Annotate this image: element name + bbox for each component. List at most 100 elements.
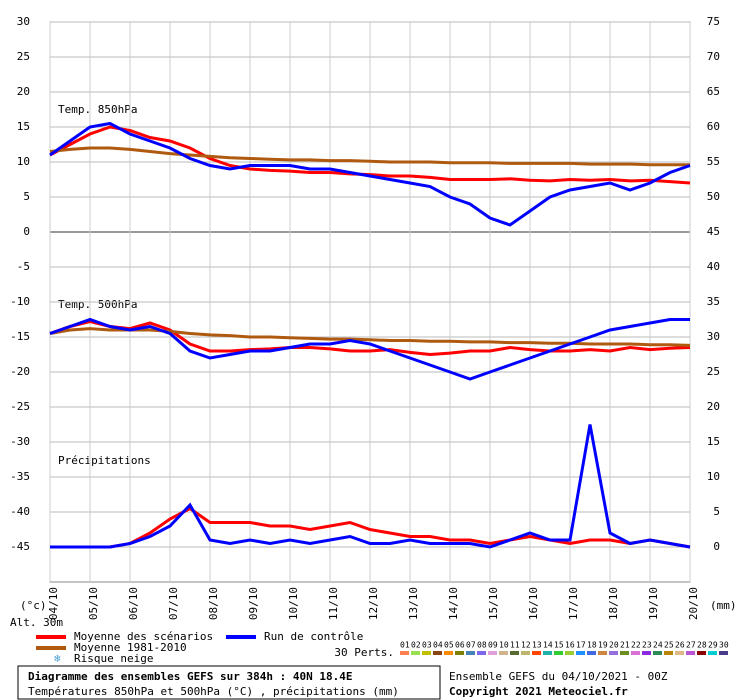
series-line bbox=[49, 327, 691, 347]
pert-label: 05 bbox=[444, 641, 454, 650]
x-tick-label: 13/10 bbox=[407, 587, 420, 620]
pert-swatch bbox=[565, 651, 574, 655]
pert-label: 21 bbox=[620, 641, 630, 650]
series-line bbox=[49, 320, 691, 357]
panel-label: Temp. 500hPa bbox=[58, 298, 137, 311]
pert-label: 16 bbox=[565, 641, 575, 650]
pert-swatch bbox=[510, 651, 519, 655]
y2-tick-label: 65 bbox=[707, 85, 720, 98]
y-tick-label: 5 bbox=[23, 190, 30, 203]
pert-label: 22 bbox=[631, 641, 641, 650]
pert-swatch bbox=[708, 651, 717, 655]
x-tick-label: 17/10 bbox=[567, 587, 580, 620]
pert-swatch bbox=[675, 651, 684, 655]
pert-label: 23 bbox=[642, 641, 652, 650]
pert-label: 12 bbox=[521, 641, 531, 650]
pert-swatch bbox=[488, 651, 497, 655]
pert-label: 14 bbox=[543, 641, 553, 650]
pert-label: 24 bbox=[653, 641, 663, 650]
chart-title: Diagramme des ensembles GEFS sur 384h : … bbox=[28, 670, 353, 683]
pert-label: 17 bbox=[576, 641, 586, 650]
x-tick-label: 08/10 bbox=[207, 587, 220, 620]
series-line bbox=[49, 121, 691, 227]
pert-label: 04 bbox=[433, 641, 443, 650]
pert-label: 11 bbox=[510, 641, 520, 650]
y2-tick-label: 40 bbox=[707, 260, 720, 273]
y-tick-label: -10 bbox=[10, 295, 30, 308]
pert-swatch bbox=[609, 651, 618, 655]
legend-label: Run de contrôle bbox=[264, 630, 363, 643]
left-unit: (°c) bbox=[20, 599, 47, 612]
pert-swatch bbox=[411, 651, 420, 655]
x-tick-label: 10/10 bbox=[287, 587, 300, 620]
pert-swatch bbox=[686, 651, 695, 655]
y2-tick-label: 70 bbox=[707, 50, 720, 63]
right-unit: (mm) bbox=[710, 599, 737, 612]
pert-swatch bbox=[631, 651, 640, 655]
pert-swatch bbox=[477, 651, 486, 655]
altitude: Alt. 30m bbox=[10, 616, 63, 629]
pert-swatch bbox=[433, 651, 442, 655]
pert-label: 20 bbox=[609, 641, 619, 650]
y2-tick-label: 35 bbox=[707, 295, 720, 308]
copyright: Copyright 2021 Meteociel.fr bbox=[449, 685, 628, 698]
y-tick-label: -25 bbox=[10, 400, 30, 413]
y2-tick-label: 5 bbox=[713, 505, 720, 518]
y2-tick-label: 50 bbox=[707, 190, 720, 203]
y-tick-label: -20 bbox=[10, 365, 30, 378]
y2-tick-label: 45 bbox=[707, 225, 720, 238]
pert-swatch bbox=[719, 651, 728, 655]
pert-label: 25 bbox=[664, 641, 674, 650]
x-tick-label: 04/10 bbox=[47, 587, 60, 620]
pert-swatch bbox=[598, 651, 607, 655]
x-tick-label: 06/10 bbox=[127, 587, 140, 620]
series-line bbox=[50, 506, 691, 549]
panel-label: Précipitations bbox=[58, 454, 151, 467]
legend-label: Moyenne 1981-2010 bbox=[74, 641, 187, 654]
x-tick-label: 19/10 bbox=[647, 587, 660, 620]
pert-label: 08 bbox=[477, 641, 487, 650]
pert-swatch bbox=[466, 651, 475, 655]
pert-label: 15 bbox=[554, 641, 564, 650]
pert-swatch bbox=[521, 651, 530, 655]
chart-subtitle: Températures 850hPa et 500hPa (°C) , pré… bbox=[28, 685, 399, 698]
y-tick-label: 15 bbox=[17, 120, 30, 133]
pert-label: 06 bbox=[455, 641, 465, 650]
pert-label: 10 bbox=[499, 641, 509, 650]
y-tick-label: -30 bbox=[10, 435, 30, 448]
pert-label: 18 bbox=[587, 641, 597, 650]
pert-swatch bbox=[455, 651, 464, 655]
y2-tick-label: 20 bbox=[707, 400, 720, 413]
y-tick-label: 20 bbox=[17, 85, 30, 98]
title-box bbox=[17, 665, 441, 700]
y2-tick-label: 60 bbox=[707, 120, 720, 133]
y-tick-label: -35 bbox=[10, 470, 30, 483]
x-tick-label: 05/10 bbox=[87, 587, 100, 620]
pert-label: 29 bbox=[708, 641, 718, 650]
perts-title: 30 Perts. bbox=[334, 646, 394, 659]
pert-label: 01 bbox=[400, 641, 410, 650]
y2-tick-label: 10 bbox=[707, 470, 720, 483]
x-tick-label: 12/10 bbox=[367, 587, 380, 620]
run-info: Ensemble GEFS du 04/10/2021 - 00Z bbox=[449, 670, 668, 683]
y-tick-label: 10 bbox=[17, 155, 30, 168]
pert-swatch bbox=[554, 651, 563, 655]
pert-swatch bbox=[620, 651, 629, 655]
y-tick-label: -40 bbox=[10, 505, 30, 518]
pert-label: 13 bbox=[532, 641, 542, 650]
pert-swatch bbox=[642, 651, 651, 655]
y2-tick-label: 55 bbox=[707, 155, 720, 168]
pert-swatch bbox=[532, 651, 541, 655]
pert-swatch bbox=[499, 651, 508, 655]
x-tick-label: 20/10 bbox=[687, 587, 700, 620]
series-line bbox=[49, 317, 690, 381]
y-tick-label: 0 bbox=[23, 225, 30, 238]
x-tick-label: 09/10 bbox=[247, 587, 260, 620]
panel-label: Temp. 850hPa bbox=[58, 103, 137, 116]
pert-label: 28 bbox=[697, 641, 707, 650]
pert-label: 07 bbox=[466, 641, 476, 650]
pert-label: 19 bbox=[598, 641, 608, 650]
series-line bbox=[49, 146, 690, 167]
pert-swatch bbox=[422, 651, 431, 655]
y-tick-label: -45 bbox=[10, 540, 30, 553]
